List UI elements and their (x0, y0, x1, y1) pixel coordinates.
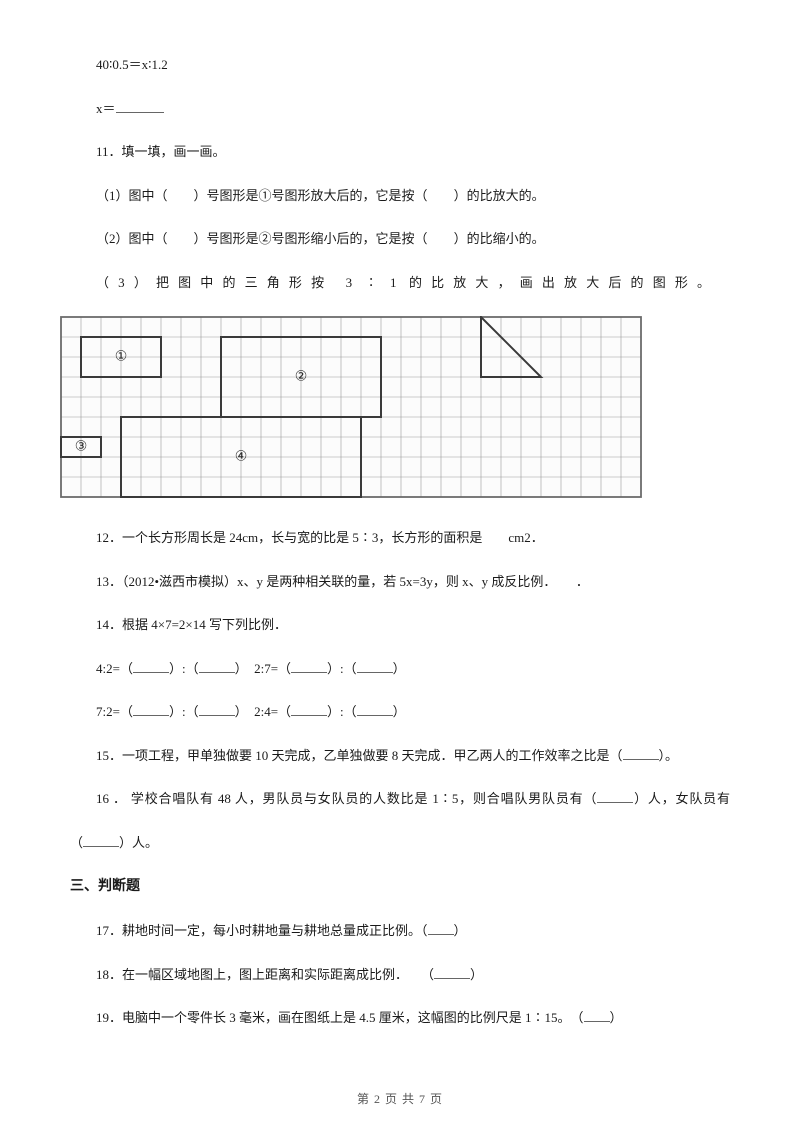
q17-b: ） (454, 923, 467, 938)
q14-blank-1[interactable] (133, 660, 169, 673)
q17-blank[interactable] (428, 922, 454, 935)
svg-text:④: ④ (235, 450, 248, 465)
q14-l2a: 7:2=（ (96, 704, 133, 719)
q14-l1c: ） 2:7=（ (235, 661, 291, 676)
svg-text:②: ② (295, 370, 308, 385)
q11-title: 11．填一填，画一画。 (70, 142, 730, 162)
q14-l1b: ）:（ (169, 661, 199, 676)
q19-blank[interactable] (584, 1009, 610, 1022)
q11-sub1-c: ）的比放大的。 (454, 188, 545, 203)
q16-c: （ (70, 835, 83, 850)
q11-sub3-a: （3）把图中的三角形按 3 (96, 275, 352, 290)
q16-b: ）人，女队员有 (633, 791, 730, 806)
q16-a: 16 ． 学校合唱队有 48 人，男队员与女队员的人数比是 1∶5，则合唱队男队… (96, 791, 597, 806)
q14-blank-8[interactable] (357, 703, 393, 716)
q11-sub1-a: （1）图中（ (96, 188, 168, 203)
q13: 13．（2012•滋西市模拟）x、y 是两种相关联的量，若 5x=3y，则 x、… (70, 572, 730, 592)
q14-line2: 7:2=（ ）:（ ） 2:4=（ ）:（ ） (70, 702, 730, 722)
q19-b: ） (610, 1010, 623, 1025)
q14-l2d: ）:（ (327, 704, 357, 719)
q14-blank-2[interactable] (199, 660, 235, 673)
q16-d: ）人。 (119, 835, 158, 850)
q14-l1a: 4:2=（ (96, 661, 133, 676)
q11-sub2-a: （2）图中（ (96, 231, 168, 246)
q16: 16 ． 学校合唱队有 48 人，男队员与女队员的人数比是 1∶5，则合唱队男队… (70, 789, 730, 809)
q18-b: ） (470, 967, 483, 982)
q11-sub3: （3）把图中的三角形按 3 ∶ 1 的比放大，画出放大后的图形。 (70, 273, 710, 293)
q18: 18．在一幅区域地图上，图上距离和实际距离成比例． （ ） (70, 965, 730, 985)
q14-blank-7[interactable] (291, 703, 327, 716)
q11-sub3-colon: ∶ (365, 275, 378, 290)
q14-blank-6[interactable] (199, 703, 235, 716)
q15: 15．一项工程，甲单独做要 10 天完成，乙单独做要 8 天完成．甲乙两人的工作… (70, 746, 730, 766)
q19-a: 19．电脑中一个零件长 3 毫米，画在图纸上是 4.5 厘米，这幅图的比例尺是 … (96, 1010, 584, 1025)
q14-l1e: ） (393, 661, 406, 676)
q14-l2c: ） 2:4=（ (235, 704, 291, 719)
q14-l2b: ）:（ (169, 704, 199, 719)
q15-a: 15．一项工程，甲单独做要 10 天完成，乙单独做要 8 天完成．甲乙两人的工作… (96, 748, 623, 763)
q10-line2: x＝ (70, 99, 730, 119)
q10-blank[interactable] (116, 100, 164, 113)
q16-line2: （ ）人。 (70, 833, 730, 853)
q11-sub1-b: ）号图形是①号图形放大后的，它是按（ (194, 188, 428, 203)
q19: 19．电脑中一个零件长 3 毫米，画在图纸上是 4.5 厘米，这幅图的比例尺是 … (70, 1008, 730, 1028)
q12: 12．一个长方形周长是 24cm，长与宽的比是 5∶3，长方形的面积是 cm2． (70, 528, 730, 548)
q14-blank-5[interactable] (133, 703, 169, 716)
q11-sub3-b: 1 的比放大，画出放大后的图形。 (390, 275, 710, 290)
grid-svg: ① ② ③ ④ (60, 316, 642, 498)
q11-sub2-b: ）号图形是②号图形缩小后的，它是按（ (194, 231, 428, 246)
q18-a: 18．在一幅区域地图上，图上距离和实际距离成比例． （ (96, 967, 434, 982)
svg-text:①: ① (115, 350, 128, 365)
q14-line1: 4:2=（ ）:（ ） 2:7=（ ）:（ ） (70, 659, 730, 679)
section-3-head: 三、判断题 (70, 876, 730, 897)
q15-b: ）。 (659, 748, 679, 763)
q14-l1d: ）:（ (327, 661, 357, 676)
q14-blank-4[interactable] (357, 660, 393, 673)
grid-figure: ① ② ③ ④ (60, 316, 730, 498)
q14-title: 14．根据 4×7=2×14 写下列比例． (70, 615, 730, 635)
q14-blank-3[interactable] (291, 660, 327, 673)
q11-sub2: （2）图中（ ）号图形是②号图形缩小后的，它是按（ ）的比缩小的。 (70, 229, 730, 249)
page-footer: 第 2 页 共 7 页 (0, 1090, 800, 1108)
svg-text:③: ③ (75, 440, 88, 455)
q16-blank-1[interactable] (597, 790, 633, 803)
q15-blank[interactable] (623, 747, 659, 760)
q16-blank-2[interactable] (83, 834, 119, 847)
q11-sub2-c: ）的比缩小的。 (454, 231, 545, 246)
q10-line1: 40∶0.5＝x∶1.2 (70, 55, 730, 75)
q11-sub1: （1）图中（ ）号图形是①号图形放大后的，它是按（ ）的比放大的。 (70, 186, 730, 206)
q18-blank[interactable] (434, 966, 470, 979)
q17-a: 17．耕地时间一定，每小时耕地量与耕地总量成正比例。（ (96, 923, 428, 938)
q14-l2e: ） (393, 704, 406, 719)
q10-line2-pre: x＝ (96, 101, 116, 116)
q17: 17．耕地时间一定，每小时耕地量与耕地总量成正比例。（ ） (70, 921, 730, 941)
